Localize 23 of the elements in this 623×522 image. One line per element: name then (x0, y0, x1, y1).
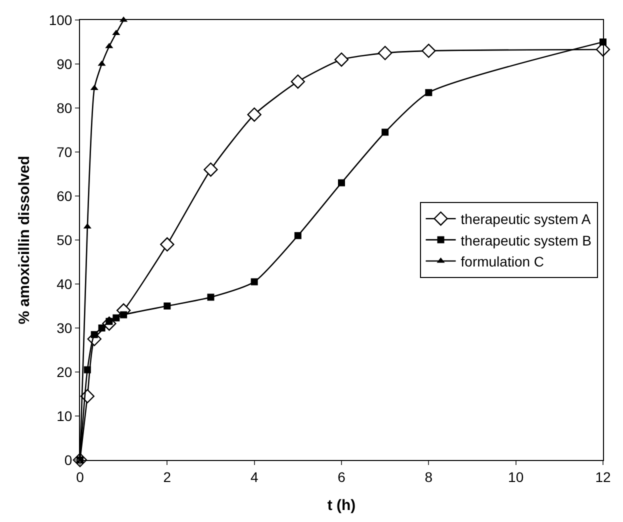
y-tick-label: 50 (56, 232, 72, 248)
x-tick-label: 10 (508, 468, 524, 485)
y-tick-label: 90 (56, 56, 72, 72)
y-tick-label: 70 (56, 144, 72, 160)
y-tick-label: 0 (64, 452, 72, 468)
y-tick-label: 10 (56, 408, 72, 424)
y-tick-label: 80 (56, 100, 72, 116)
legend-label: formulation C (460, 253, 544, 270)
x-tick-label: 0 (76, 468, 84, 485)
legend-label: therapeutic system B (460, 232, 592, 248)
x-tick-label: 6 (338, 468, 346, 485)
x-axis-title: t (h) (327, 496, 356, 514)
legend-label: therapeutic system A (460, 211, 592, 228)
y-tick-label: 100 (48, 12, 72, 28)
y-tick-label: 20 (56, 364, 72, 380)
y-tick-label: 40 (56, 276, 72, 292)
y-tick-label: 30 (56, 320, 72, 336)
y-axis-title: % amoxicillin dissolved (16, 156, 34, 324)
x-tick-label: 2 (163, 468, 172, 485)
x-tick-label: 4 (250, 468, 258, 485)
x-tick-label: 8 (424, 468, 433, 485)
y-tick-label: 60 (56, 188, 72, 204)
x-tick-label: 12 (595, 468, 611, 485)
